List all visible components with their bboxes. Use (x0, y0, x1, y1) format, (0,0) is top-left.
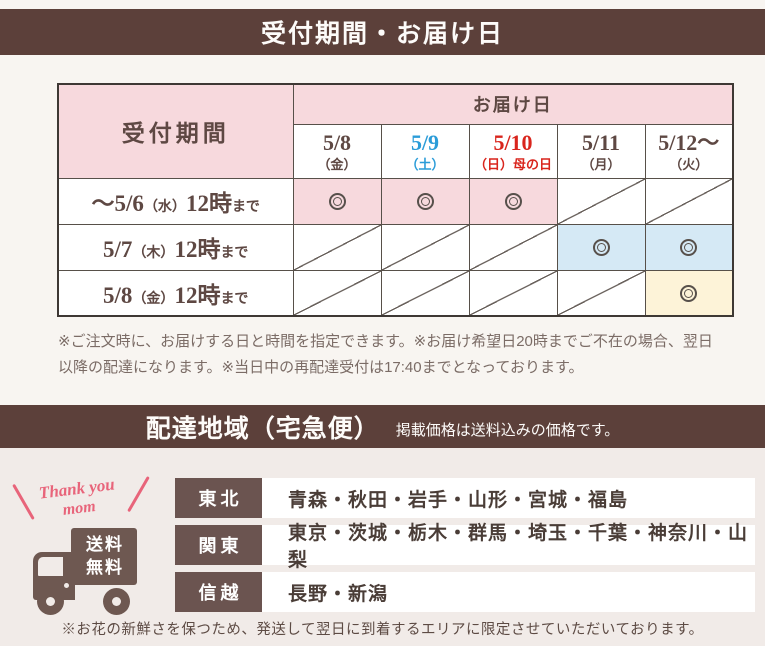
date-column-header: 5/10 （日）母の日 (468, 123, 558, 179)
availability-cell (468, 223, 558, 271)
label-part: 12時 (174, 237, 221, 262)
diagonal-slash-icon (645, 178, 732, 224)
region-name-label: 東北 (175, 478, 262, 518)
region-list: 東北 青森・秋田・岩手・山形・宮城・福島 関東 東京・茨城・栃木・群馬・埼玉・千葉・神… (175, 478, 755, 619)
order-deadline-label: 5/7（木）12時まで (57, 223, 294, 271)
availability-cell (292, 177, 382, 225)
truck-handle-dot (64, 583, 69, 588)
page-title: 受付期間・お届け日 (260, 21, 504, 48)
double-circle-icon (504, 192, 522, 210)
availability-cell (292, 223, 382, 271)
label-part: 5/7 (103, 237, 133, 262)
availability-cell (556, 269, 646, 317)
delivery-area-subtitle: 掲載価格は送料込みの価格です。 (395, 421, 620, 439)
label-part: 5/8 (103, 282, 133, 308)
date-label: 5/8 (322, 130, 352, 156)
availability-cell (292, 269, 382, 317)
table-header-row: 受付期間 お届け日 (57, 83, 734, 179)
free-shipping-promo: Thank you mom 送料 無料 (0, 448, 175, 646)
section-header-delivery-schedule: 受付期間・お届け日 (0, 9, 765, 55)
order-deadline-label: ～5/6（水）12時まで (57, 177, 294, 225)
label-part: 12時 (185, 191, 232, 216)
label-part: （木） (132, 246, 175, 261)
truck-window (38, 557, 63, 576)
availability-cell (556, 223, 646, 271)
day-of-week-label: （火） (669, 156, 709, 172)
date-column-header: 5/9 （土） (380, 123, 470, 179)
date-label: 5/10 (493, 130, 533, 156)
availability-cell (644, 177, 734, 225)
availability-cell (468, 177, 558, 225)
schedule-row: 5/7（木）12時まで (57, 223, 734, 271)
region-row: 関東 東京・茨城・栃木・群馬・埼玉・千葉・神奈川・山梨 (175, 523, 755, 571)
label-part: （水） (143, 200, 186, 215)
diagonal-slash-icon (381, 270, 469, 315)
diagonal-slash-icon (469, 270, 557, 315)
day-of-week-label: （日）母の日 (473, 156, 552, 172)
reception-period-header: 受付期間 (57, 83, 294, 179)
thank-you-mom-script: Thank you mom (16, 472, 140, 526)
label-part: まで (231, 200, 260, 215)
date-column-header: 5/8 （金） (292, 123, 382, 179)
date-label: 5/11 (582, 130, 620, 156)
delivery-area-section: Thank you mom 送料 無料 東北 青森・秋田・岩手・山形・宮城・福島関… (0, 448, 765, 646)
schedule-row: ～5/6（水）12時まで (57, 177, 734, 225)
day-of-week-label: （土） (405, 156, 445, 172)
date-label: 5/12～ (658, 130, 720, 156)
region-prefectures: 長野・新潟 (262, 572, 755, 612)
diagonal-slash-icon (557, 178, 645, 224)
availability-cell (380, 177, 470, 225)
order-deadline-label: 5/8（金）12時まで (57, 269, 294, 317)
availability-cell (380, 223, 470, 271)
area-note: ※お花の新鮮さを保つため、発送して翌日に到着するエリアに限定させていただいており… (61, 622, 704, 638)
double-circle-icon (328, 192, 346, 210)
date-column-header: 5/12～ （火） (644, 123, 734, 179)
availability-cell (644, 223, 734, 271)
date-column-header: 5/11 （月） (556, 123, 646, 179)
region-prefectures: 東京・茨城・栃木・群馬・埼玉・千葉・神奈川・山梨 (262, 523, 755, 571)
badge-line1: 送料 (86, 535, 124, 555)
region-name-label: 信越 (175, 572, 262, 612)
diagonal-slash-icon (557, 270, 645, 315)
label-part: ～5/6 (91, 191, 144, 216)
availability-cell (468, 269, 558, 317)
date-label: 5/9 (410, 130, 440, 156)
region-prefectures: 青森・秋田・岩手・山形・宮城・福島 (262, 478, 755, 518)
label-part: （金） (132, 291, 175, 307)
availability-cell (644, 269, 734, 317)
free-shipping-badge: 送料 無料 (71, 528, 137, 585)
double-circle-icon (680, 284, 698, 302)
delivery-schedule-table: 受付期間 お届け日 5/8 （金） 5/9 （土） 5/10 （日）母の日 5/11 （月） 5… (57, 83, 734, 317)
region-row: 信越 長野・新潟 (175, 572, 755, 612)
diagonal-slash-icon (293, 270, 381, 315)
day-of-week-label: （金） (317, 156, 357, 172)
availability-cell (556, 177, 646, 225)
day-of-week-label: （月） (581, 156, 621, 172)
delivery-truck-icon: 送料 無料 (33, 528, 143, 618)
region-row: 東北 青森・秋田・岩手・山形・宮城・福島 (175, 478, 755, 518)
double-circle-icon (592, 238, 610, 256)
availability-cell (380, 269, 470, 317)
label-part: まで (220, 291, 249, 307)
label-part: まで (220, 246, 249, 261)
date-header-row: 5/8 （金） 5/9 （土） 5/10 （日）母の日 5/11 （月） 5/12～ （火） (58, 123, 734, 179)
badge-line2: 無料 (86, 557, 124, 577)
diagonal-slash-icon (293, 224, 381, 270)
truck-wheel-icon (37, 588, 64, 615)
diagonal-slash-icon (381, 224, 469, 270)
double-circle-icon (416, 192, 434, 210)
delivery-area-title: 配達地域（宅急便） (145, 415, 380, 443)
region-name-label: 関東 (175, 525, 262, 565)
section-header-delivery-area: 配達地域（宅急便） 掲載価格は送料込みの価格です。 (0, 405, 765, 448)
truck-wheel-icon (103, 588, 130, 615)
schedule-row: 5/8（金）12時まで (57, 269, 734, 317)
diagonal-slash-icon (469, 224, 557, 270)
label-part: 12時 (174, 282, 221, 308)
delivery-date-header: お届け日 (292, 83, 734, 125)
double-circle-icon (680, 238, 698, 256)
schedule-note: ※ご注文時に、お届けする日と時間を指定できます。※お届け希望日20時までご不在の… (58, 333, 713, 377)
